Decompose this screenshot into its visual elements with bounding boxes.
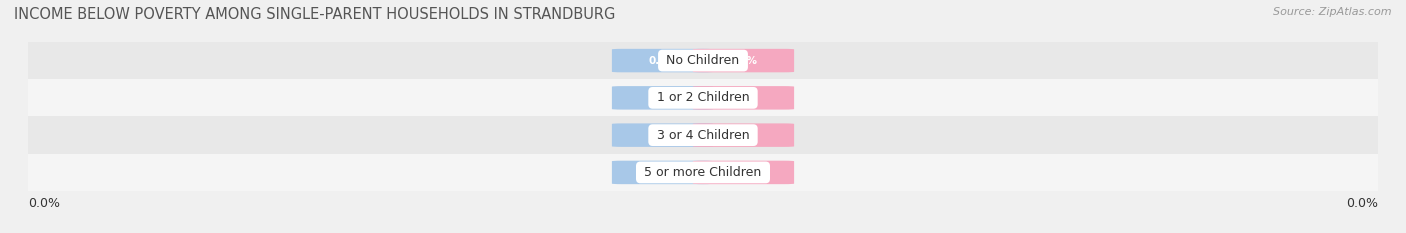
Text: 0.0%: 0.0%	[648, 130, 678, 140]
Bar	[28, 116, 1378, 154]
Text: 0.0%: 0.0%	[648, 93, 678, 103]
FancyBboxPatch shape	[612, 161, 713, 184]
Text: 0.0%: 0.0%	[648, 56, 678, 65]
FancyBboxPatch shape	[612, 49, 713, 72]
Text: 0.0%: 0.0%	[728, 130, 758, 140]
Text: 1 or 2 Children: 1 or 2 Children	[652, 91, 754, 104]
Text: No Children: No Children	[662, 54, 744, 67]
Bar	[28, 42, 1378, 79]
Text: Source: ZipAtlas.com: Source: ZipAtlas.com	[1274, 7, 1392, 17]
FancyBboxPatch shape	[693, 161, 794, 184]
Text: 5 or more Children: 5 or more Children	[640, 166, 766, 179]
Bar	[28, 154, 1378, 191]
Text: 0.0%: 0.0%	[728, 93, 758, 103]
Bar	[28, 79, 1378, 116]
Text: 0.0%: 0.0%	[728, 56, 758, 65]
Text: 0.0%: 0.0%	[648, 168, 678, 177]
FancyBboxPatch shape	[693, 49, 794, 72]
Text: 0.0%: 0.0%	[728, 168, 758, 177]
FancyBboxPatch shape	[693, 123, 794, 147]
Text: 3 or 4 Children: 3 or 4 Children	[652, 129, 754, 142]
Text: 0.0%: 0.0%	[1346, 197, 1378, 210]
Text: INCOME BELOW POVERTY AMONG SINGLE-PARENT HOUSEHOLDS IN STRANDBURG: INCOME BELOW POVERTY AMONG SINGLE-PARENT…	[14, 7, 616, 22]
FancyBboxPatch shape	[693, 86, 794, 110]
Text: 0.0%: 0.0%	[28, 197, 60, 210]
FancyBboxPatch shape	[612, 86, 713, 110]
FancyBboxPatch shape	[612, 123, 713, 147]
